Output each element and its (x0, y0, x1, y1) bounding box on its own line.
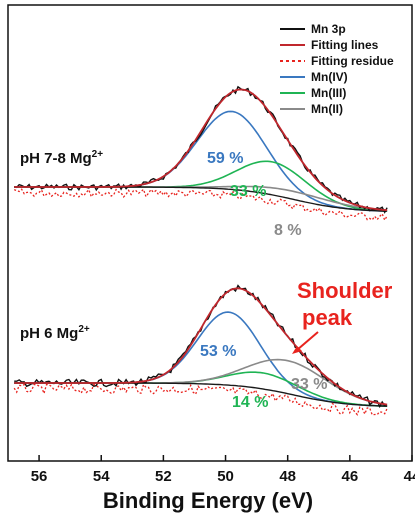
pct-label-top-mn2: 8 % (274, 222, 302, 239)
x-tick-label-50: 50 (217, 468, 234, 485)
x-axis-ticks: 56 54 52 50 48 46 44 (31, 455, 415, 485)
x-tick-label-44: 44 (404, 468, 415, 485)
legend-label-3: Mn(IV) (311, 70, 348, 84)
pct-label-top-mn3: 33 % (230, 183, 266, 200)
pct-label-top-mn4: 59 % (207, 150, 243, 167)
shoulder-annotation-line2: peak (302, 305, 353, 330)
mn3p-data-panel-1 (14, 284, 388, 409)
legend-label-2: Fitting residue (311, 54, 394, 68)
pct-label-bottom-mn4: 53 % (200, 343, 236, 360)
spectra-curves (13, 85, 388, 416)
pct-label-bottom-mn2: 33 % (291, 376, 327, 393)
x-tick-label-52: 52 (155, 468, 172, 485)
shoulder-arrow (292, 331, 319, 354)
fitting-residue-panel-0 (13, 188, 388, 222)
fitting-residue-panel-1 (13, 383, 388, 416)
legend-label-5: Mn(II) (311, 102, 343, 116)
shoulder-annotation-line1: Shoulder (297, 278, 393, 303)
x-tick-label-54: 54 (93, 468, 110, 485)
x-tick-label-48: 48 (279, 468, 296, 485)
legend-label-4: Mn(III) (311, 86, 346, 100)
x-axis-label: Binding Energy (eV) (103, 488, 313, 513)
panel-label-top: pH 7-8 Mg2+ (20, 149, 103, 167)
legend-label-0: Mn 3p (311, 22, 346, 36)
plot-frame (7, 4, 413, 462)
panel-label-bottom: pH 6 Mg2+ (20, 324, 90, 342)
background-panel-1 (14, 382, 388, 407)
legend: Mn 3p Fitting lines Fitting residue Mn(IV) M… (280, 22, 394, 116)
fitting-line-panel-0 (14, 88, 388, 212)
x-tick-label-56: 56 (31, 468, 48, 485)
x-tick-label-46: 46 (342, 468, 359, 485)
legend-label-1: Fitting lines (311, 38, 379, 52)
pct-label-bottom-mn3: 14 % (232, 394, 268, 411)
fitting-line-panel-1 (14, 287, 388, 406)
